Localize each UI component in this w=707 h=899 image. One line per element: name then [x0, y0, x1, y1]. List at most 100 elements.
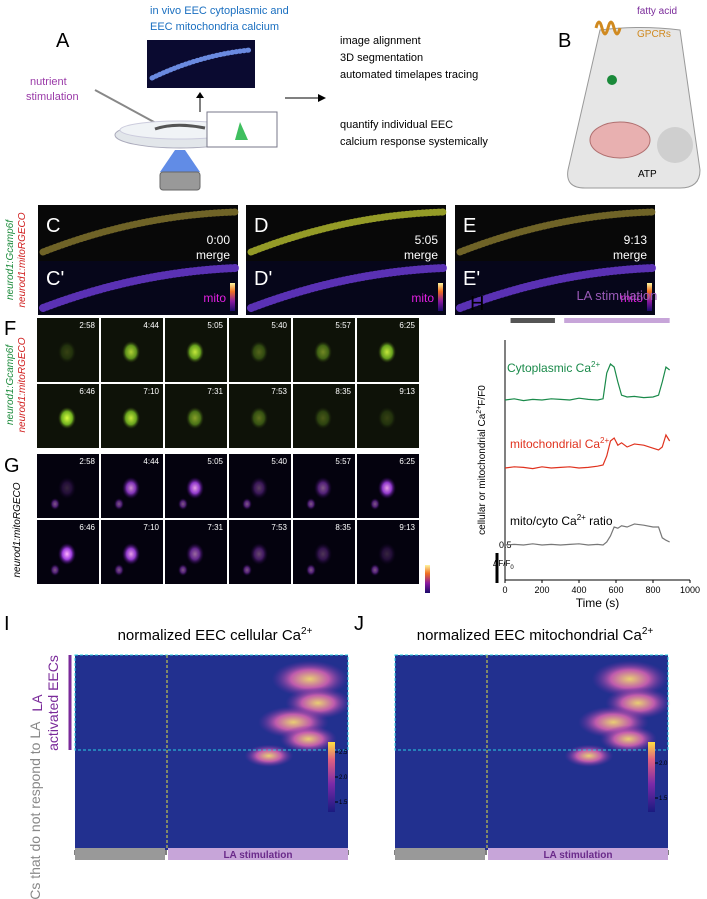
colorbar-tick-label: 2.0	[659, 761, 668, 767]
colorbar-tick-label: 1.5	[659, 796, 668, 802]
y-label-part: 2+	[476, 406, 483, 414]
timestamp: 7:53	[271, 523, 287, 532]
timestamp: 7:31	[207, 523, 223, 532]
cell-signal	[178, 498, 188, 510]
cell-signal	[50, 564, 60, 576]
colorbar	[230, 283, 235, 311]
x-axis-label: Time (s)	[576, 596, 620, 610]
x-tick-label: 800	[645, 585, 660, 595]
series-label-part: 2+	[591, 360, 600, 369]
cell-signal	[58, 407, 76, 429]
title-sup: 2+	[642, 626, 654, 637]
eec-cell	[235, 122, 248, 140]
series-label: Cytoplasmic Ca2+	[507, 360, 600, 375]
series-label: mitochondrial Ca2+	[510, 436, 609, 451]
mitochondrion	[589, 121, 651, 159]
light-cone	[160, 150, 200, 172]
series-label-part: ratio	[586, 514, 613, 528]
panel-label: G	[4, 455, 20, 477]
group-label: EECs that do not respond to LA	[27, 721, 43, 899]
cell-signal	[122, 407, 140, 429]
x-tick-label: 1000	[680, 585, 700, 595]
timestamp: 6:25	[399, 457, 415, 466]
colorbar	[438, 283, 443, 311]
calcium	[607, 75, 617, 85]
panel-label: D'	[254, 268, 272, 290]
heatmap-hot-region	[244, 744, 294, 767]
series-label-part: 2+	[600, 436, 609, 445]
title-text: normalized EEC mitochondrial Ca	[417, 627, 643, 644]
timestamp: 5:40	[271, 457, 287, 466]
title-text: normalized EEC cellular Ca	[118, 627, 302, 644]
cell-signal	[242, 564, 252, 576]
cell-signal	[306, 564, 316, 576]
step: automated timelapes tracing	[340, 69, 478, 81]
trace	[504, 433, 671, 470]
activated-box	[394, 654, 669, 751]
cell-signal	[122, 341, 140, 363]
timestamp: 5:57	[335, 321, 351, 330]
colorbar-tick-label: 2.0	[339, 775, 348, 781]
cell-signal	[114, 498, 124, 510]
cell-signal	[50, 498, 60, 510]
title-sup: 2+	[301, 626, 313, 637]
timestamp: 9:13	[399, 387, 415, 396]
panel-label: J	[354, 613, 364, 635]
control-bar	[395, 848, 485, 860]
colorbar	[328, 742, 335, 812]
stimulation-label: stimulation	[26, 91, 79, 103]
cell-signal	[250, 341, 268, 363]
line-label: neurod1:mitoRGECO	[17, 212, 28, 307]
panel-label: A	[56, 30, 70, 52]
panel-label: D	[254, 215, 268, 237]
mito-label: mito	[620, 291, 643, 305]
screen-image	[147, 40, 255, 88]
stimulation-label: LA stimulation	[223, 850, 292, 861]
timestamp: 5:05	[207, 457, 223, 466]
step: 3D segmentation	[340, 52, 423, 64]
cell-signal	[314, 341, 332, 363]
scale-label: ΔF/F0	[493, 559, 514, 571]
nucleus	[657, 127, 693, 163]
timestamp: 8:35	[335, 523, 351, 532]
cell-signal	[250, 407, 268, 429]
control-bar	[75, 848, 165, 860]
panel-label: C'	[46, 268, 64, 290]
timestamp: 9:13	[624, 233, 648, 247]
scale-label-part: ΔF/F	[493, 559, 510, 568]
colorbar	[425, 565, 430, 593]
timestamp: 7:10	[143, 523, 159, 532]
a-title: in vivo EEC cytoplasmic and	[150, 5, 289, 17]
panel-label: H	[470, 293, 484, 315]
timestamp: 7:10	[143, 387, 159, 396]
cell-signal	[114, 564, 124, 576]
timestamp: 7:31	[207, 387, 223, 396]
series-label-part: mitochondrial Ca	[510, 437, 600, 451]
timestamp: 7:53	[271, 387, 287, 396]
merge-label: merge	[196, 248, 230, 262]
heatmap-hot-region	[599, 725, 657, 753]
gut-band	[247, 208, 448, 256]
cell-signal	[306, 498, 316, 510]
cell-signal	[186, 341, 204, 363]
panel-label: I	[4, 613, 10, 635]
gut-band	[39, 264, 240, 312]
cell-signal	[370, 564, 380, 576]
panel-label: E	[463, 215, 476, 237]
merge-label: merge	[613, 248, 647, 262]
cell-signal	[186, 407, 204, 429]
heatmap-hot-region	[564, 744, 614, 767]
heatmap-hot-region	[279, 725, 337, 753]
series-label-part: mito/cyto Ca	[510, 514, 577, 528]
trace	[504, 523, 670, 546]
cell-signal	[178, 564, 188, 576]
cell-signal	[186, 543, 204, 565]
colorbar-tick-label: 2.5	[339, 750, 348, 756]
timestamp: 8:35	[335, 387, 351, 396]
panel-label: F	[4, 318, 16, 340]
cell-signal	[58, 477, 76, 499]
timestamp: 4:44	[143, 321, 159, 330]
series-label-part: Cytoplasmic Ca	[507, 361, 591, 375]
series-label-part: 2+	[577, 513, 586, 522]
